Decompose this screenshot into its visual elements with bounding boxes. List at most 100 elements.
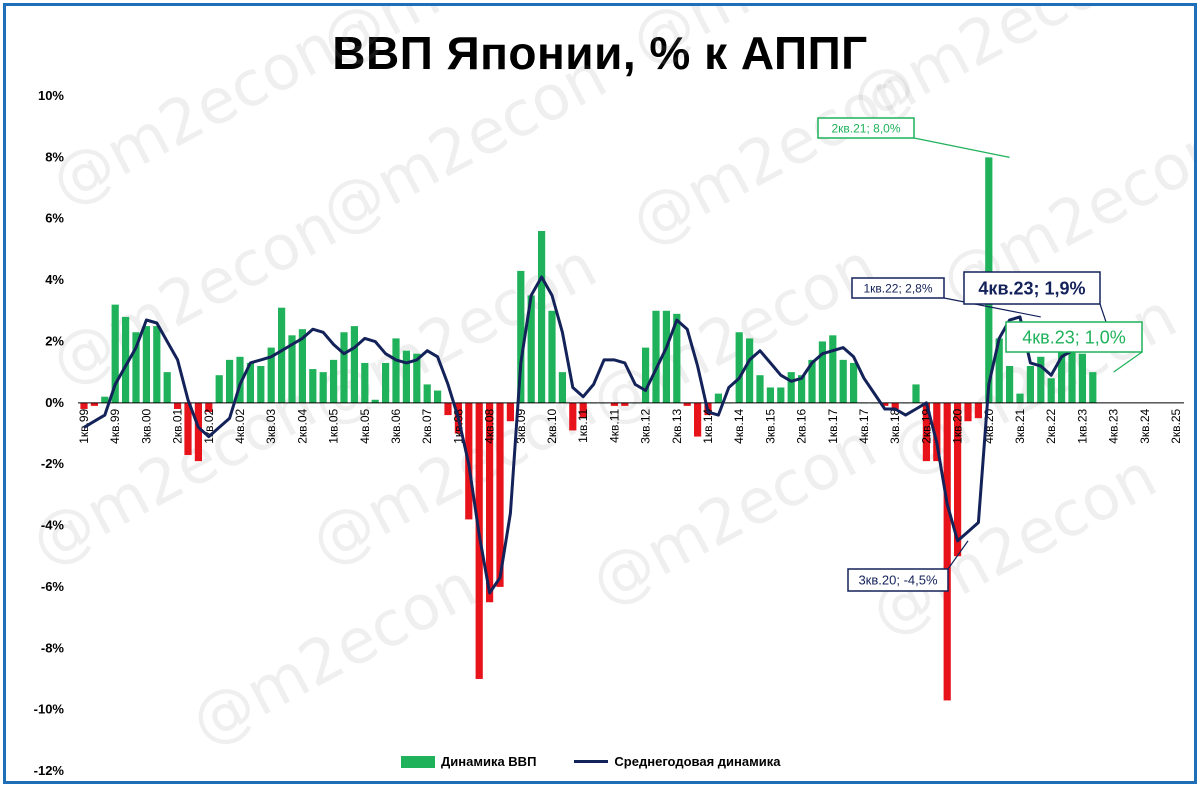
gdp-bar: [371, 399, 379, 403]
gdp-bar: [226, 359, 234, 403]
average-line: [83, 275, 1094, 595]
gdp-bar: [558, 372, 566, 403]
gdp-bar: [205, 402, 213, 413]
gdp-bar: [756, 375, 764, 403]
gdp-bar: [881, 402, 889, 406]
gdp-bar: [850, 362, 858, 403]
gdp-bar: [1026, 366, 1034, 403]
gdp-bar: [236, 356, 244, 403]
gdp-bar: [340, 332, 348, 403]
y-tick-label: 2%: [45, 333, 64, 348]
gdp-bar: [579, 402, 587, 419]
gdp-bar: [486, 402, 494, 603]
gdp-bar: [1006, 366, 1014, 403]
gdp-bar: [122, 316, 130, 403]
gdp-bar: [309, 369, 317, 403]
gdp-bar: [829, 335, 837, 403]
callout-4kv23-bar-leader: [1113, 351, 1143, 373]
x-tick-label: 2кв.25: [1169, 408, 1183, 443]
callout-3kv20-leader: [947, 540, 969, 570]
callout-3kv20-label: 3кв.20; -4,5%: [858, 573, 938, 588]
gdp-bar: [361, 362, 369, 403]
gdp-bar: [777, 387, 785, 403]
gdp-bar: [1078, 353, 1086, 403]
gdp-bar: [766, 387, 774, 403]
watermark-text: @m2econ: [579, 229, 888, 440]
x-tick-label: 1кв.23: [1075, 408, 1089, 443]
callout-2kv21-leader: [913, 137, 1010, 158]
gdp-bar: [298, 329, 306, 403]
gdp-bar: [80, 402, 88, 409]
x-tick-label: 2кв.01: [171, 408, 185, 443]
gdp-bar: [1068, 332, 1076, 403]
x-tick-label: 2кв.10: [545, 408, 559, 443]
gdp-bar: [683, 402, 691, 406]
x-tick-label: 2кв.04: [295, 408, 309, 443]
x-tick-label: 1кв.14: [701, 408, 715, 443]
x-tick-label: 4кв.17: [857, 408, 871, 443]
callout-2kv21-box: [817, 117, 915, 139]
gdp-bar: [330, 359, 338, 403]
y-tick-label: -10%: [34, 702, 65, 717]
x-tick-label: 3кв.12: [639, 408, 653, 443]
x-tick-label: 1кв.17: [826, 408, 840, 443]
gdp-bar: [174, 402, 182, 409]
callout-1kv22-box: [851, 277, 945, 299]
x-tick-label: 3кв.03: [264, 408, 278, 443]
y-tick-label: -6%: [41, 579, 65, 594]
gdp-bar: [267, 347, 275, 403]
legend-line-swatch: [574, 760, 609, 763]
gdp-bar: [787, 372, 795, 403]
gdp-bar: [132, 332, 140, 403]
callout-1kv22-label: 1кв.22; 2,8%: [864, 281, 933, 295]
y-tick-label: -2%: [41, 456, 65, 471]
gdp-bar: [652, 310, 660, 403]
y-tick-label: 10%: [38, 88, 64, 103]
gdp-bar: [246, 362, 254, 403]
gdp-bar: [1089, 372, 1097, 403]
gdp-bar: [922, 402, 930, 462]
gdp-bar: [839, 359, 847, 403]
callout-4kv23-line-label: 4кв.23; 1,9%: [978, 278, 1085, 298]
gdp-bar: [350, 326, 358, 403]
gdp-bar: [891, 402, 899, 409]
y-tick-label: -8%: [41, 640, 65, 655]
gdp-bar: [735, 332, 743, 403]
gdp-bar: [496, 402, 504, 587]
gdp-bar: [610, 402, 618, 406]
gdp-bar: [382, 362, 390, 403]
x-tick-label: 3кв.15: [763, 408, 777, 443]
gdp-bar: [798, 375, 806, 403]
gdp-bar: [548, 310, 556, 403]
gdp-bar: [954, 402, 962, 557]
y-tick-label: 4%: [45, 272, 64, 287]
gdp-bar: [943, 402, 951, 701]
gdp-bar: [517, 270, 525, 403]
legend-line-label: Среднегодовая динамика: [614, 754, 781, 769]
gdp-bar: [413, 353, 421, 403]
x-tick-label: 2кв.07: [420, 408, 434, 443]
gdp-bar: [194, 402, 202, 462]
y-tick-label: 8%: [45, 149, 64, 164]
gdp-bar: [101, 396, 109, 403]
callout-2kv21-label: 2кв.21; 8,0%: [832, 121, 901, 135]
gdp-bar: [746, 338, 754, 403]
gdp-bar: [808, 359, 816, 403]
gdp-bar: [964, 402, 972, 422]
callout-4kv23-line-box: [963, 271, 1101, 305]
gdp-bar: [215, 375, 223, 403]
gdp-bar: [402, 350, 410, 403]
gdp-bar: [818, 341, 826, 403]
x-tick-label: 3кв.06: [389, 408, 403, 443]
gdp-bar: [933, 402, 941, 462]
gdp-bar: [569, 402, 577, 431]
y-tick-label: 6%: [45, 211, 64, 226]
chart-canvas: @m2econ@m2econ@m2econ @m2econ @m2econ@m2ec…: [19, 6, 1194, 778]
y-tick-label: -12%: [34, 763, 65, 778]
gdp-bar: [257, 366, 265, 403]
x-tick-label: 4кв.99: [108, 408, 122, 443]
gdp-bar: [392, 338, 400, 403]
callout-4kv23-bar-box: [1005, 321, 1143, 353]
gdp-bar: [444, 402, 452, 416]
x-tick-label: 1кв.11: [576, 408, 590, 442]
